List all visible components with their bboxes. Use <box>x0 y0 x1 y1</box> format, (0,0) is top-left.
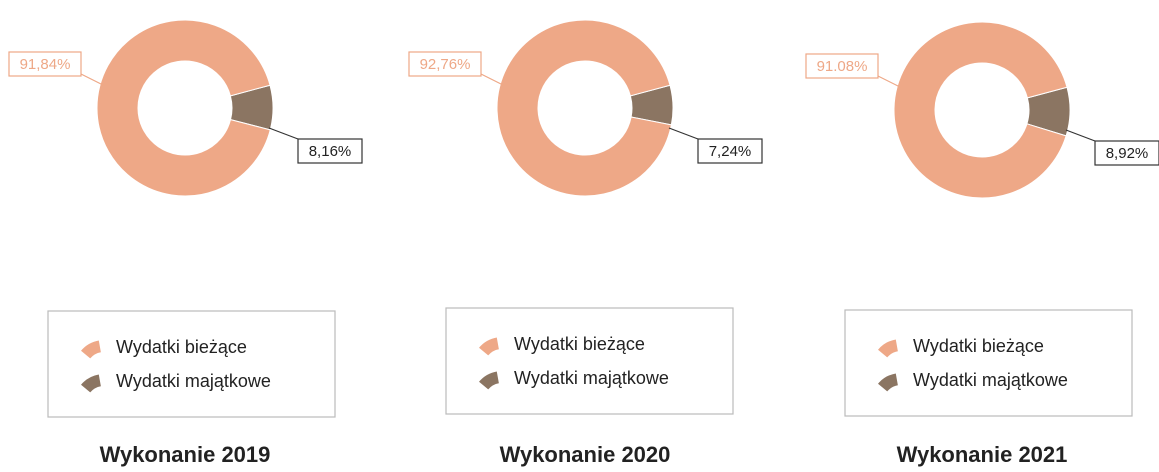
legend-swatch <box>878 373 898 392</box>
data-label-box <box>297 138 363 164</box>
data-label: 91.08% <box>817 58 868 75</box>
legend-label: Wydatki bieżące <box>116 337 247 357</box>
data-label: 92,76% <box>420 56 471 73</box>
leader-line <box>268 127 299 140</box>
pie-slice <box>496 19 672 197</box>
chart-title: Wykonanie 2021 <box>897 442 1068 467</box>
chart-title: Wykonanie 2019 <box>100 442 271 467</box>
legend-swatch <box>479 337 499 356</box>
legend-box <box>47 310 336 418</box>
legend-box <box>445 307 734 415</box>
data-label: 91,84% <box>20 56 71 73</box>
legend-label: Wydatki bieżące <box>913 336 1044 356</box>
legend-box <box>844 309 1133 417</box>
leader-line <box>668 127 699 140</box>
pie-slice <box>96 19 271 197</box>
data-label-box <box>697 138 763 164</box>
data-label: 8,92% <box>1106 145 1149 162</box>
leader-line <box>1065 129 1096 142</box>
data-label-box <box>1094 140 1159 166</box>
legend-swatch <box>479 371 499 390</box>
legend-swatch <box>81 340 101 359</box>
legend-swatch <box>878 339 898 358</box>
legend-label: Wydatki majątkowe <box>514 368 669 388</box>
legend-label: Wydatki majątkowe <box>116 371 271 391</box>
data-label: 7,24% <box>709 143 752 160</box>
data-label-box <box>408 51 482 77</box>
data-label-box <box>805 53 879 79</box>
pie-slice <box>893 21 1068 199</box>
legend-label: Wydatki bieżące <box>514 334 645 354</box>
data-label: 8,16% <box>309 143 352 160</box>
data-label-box <box>8 51 82 77</box>
leader-line <box>480 73 506 87</box>
leader-line <box>877 75 903 89</box>
legend-label: Wydatki majątkowe <box>913 370 1068 390</box>
legend-swatch <box>81 374 101 393</box>
leader-line <box>80 73 106 87</box>
chart-title: Wykonanie 2020 <box>500 442 671 467</box>
